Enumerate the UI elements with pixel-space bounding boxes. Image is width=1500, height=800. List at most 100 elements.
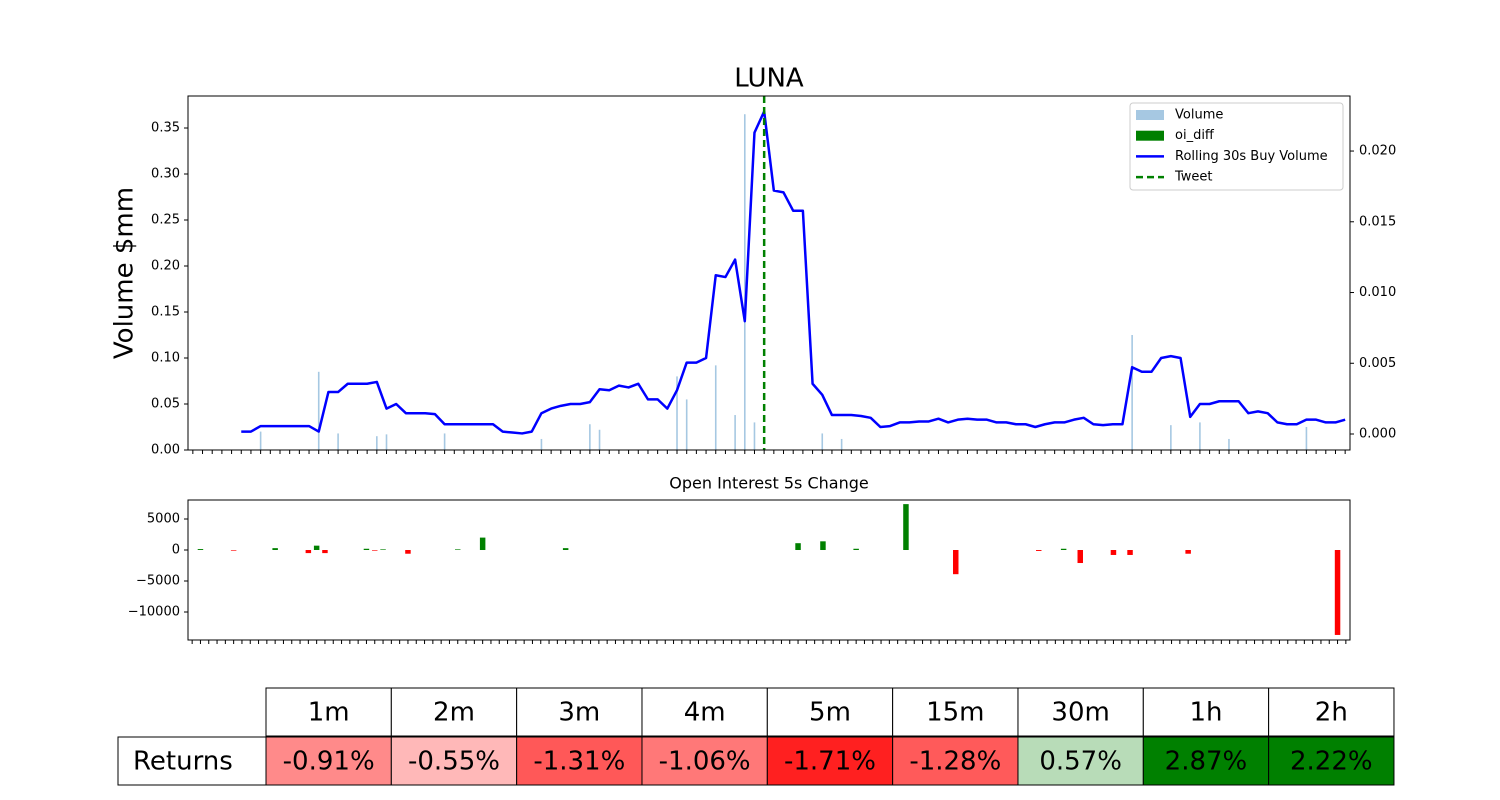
column-header: 1h <box>1189 698 1222 728</box>
bar <box>455 549 461 551</box>
chart-title: Open Interest 5s Change <box>669 474 868 493</box>
y2-tick-label: 0.005 <box>1359 356 1396 371</box>
bar <box>743 114 746 450</box>
header-cell <box>641 687 768 737</box>
bar <box>1110 550 1117 555</box>
bar <box>853 548 859 551</box>
bar <box>1077 550 1083 564</box>
value-label: -1.71% <box>784 747 876 777</box>
y-tick-label: 0.00 <box>151 443 180 458</box>
bar <box>1185 550 1191 554</box>
value-label: -1.28% <box>909 747 1001 777</box>
legend-box <box>1129 102 1344 191</box>
bar <box>230 550 237 551</box>
header-cell <box>265 687 392 737</box>
value-label: 0.57% <box>1039 747 1122 777</box>
value-cell <box>516 736 643 786</box>
y2-tick-label: 0.010 <box>1359 285 1396 300</box>
bar <box>589 424 591 450</box>
y-tick-label: −10000 <box>128 605 180 620</box>
value-label: -0.91% <box>283 747 375 777</box>
legend-label: Rolling 30s Buy Volume <box>1175 149 1328 164</box>
y-tick-label: 0.20 <box>151 259 180 274</box>
bar <box>272 548 278 551</box>
y-tick-label: −5000 <box>136 574 180 589</box>
plot-frame <box>187 499 1351 641</box>
value-cell <box>641 736 768 786</box>
value-label: -1.06% <box>659 747 751 777</box>
value-cell <box>265 736 392 786</box>
bar <box>903 504 909 551</box>
legend-swatch <box>1136 110 1164 120</box>
bar <box>259 431 262 450</box>
bar <box>376 436 378 450</box>
bar <box>953 550 959 575</box>
column-header: 3m <box>558 698 600 728</box>
bar <box>820 541 826 551</box>
value-cell <box>1142 736 1270 786</box>
bar <box>1131 335 1133 450</box>
column-header: 4m <box>684 698 726 728</box>
header-cell <box>390 687 518 737</box>
bar <box>385 434 388 450</box>
bar <box>313 545 320 551</box>
bar <box>676 376 678 450</box>
bar <box>1228 438 1230 450</box>
value-cell <box>892 736 1019 786</box>
bar <box>1036 550 1042 551</box>
plot-frame <box>187 95 1351 451</box>
header-cell <box>1142 687 1270 737</box>
bar <box>562 548 569 551</box>
bar <box>795 543 801 551</box>
y-tick-label: 0.10 <box>151 351 180 366</box>
column-header: 30m <box>1051 698 1109 728</box>
legend-label: oi_diff <box>1175 128 1215 143</box>
bar <box>1199 422 1201 450</box>
bar <box>337 433 339 450</box>
header-cell <box>1017 687 1144 737</box>
bar <box>317 371 320 450</box>
bar <box>305 550 312 554</box>
bar <box>714 365 717 450</box>
value-label: 2.22% <box>1290 747 1373 777</box>
y-tick-label: 0.05 <box>151 397 180 412</box>
bar <box>1127 550 1133 555</box>
row-label-cell <box>117 736 267 786</box>
row-label: Returns <box>133 747 233 777</box>
y-tick-label: 0 <box>172 543 180 558</box>
value-label: -1.31% <box>533 747 625 777</box>
y-tick-label: 5000 <box>147 512 180 527</box>
value-cell <box>1268 736 1395 786</box>
column-header: 15m <box>926 698 984 728</box>
column-header: 2m <box>433 698 475 728</box>
bar <box>405 550 411 554</box>
bar <box>1060 548 1067 551</box>
bar <box>685 399 688 450</box>
legend-label: Tweet <box>1174 170 1213 185</box>
y2-tick-label: 0.015 <box>1359 214 1396 229</box>
bar <box>734 415 736 450</box>
header-cell <box>1268 687 1395 737</box>
y2-tick-label: 0.020 <box>1359 144 1396 159</box>
bar <box>1305 427 1308 450</box>
bar <box>443 433 446 450</box>
y-tick-label: 0.25 <box>151 213 180 228</box>
column-header: 1m <box>308 698 350 728</box>
bar <box>1334 550 1341 635</box>
line <box>241 110 1346 435</box>
bar <box>479 537 486 551</box>
bar <box>821 433 824 450</box>
bar <box>840 438 843 450</box>
value-cell <box>1017 736 1144 786</box>
column-header: 2h <box>1315 698 1348 728</box>
bar <box>380 549 386 551</box>
legend-label: Volume <box>1175 108 1223 123</box>
bar <box>1170 425 1172 450</box>
value-label: 2.87% <box>1165 747 1248 777</box>
bar <box>598 429 601 450</box>
bar <box>540 438 543 450</box>
bar <box>753 422 756 450</box>
chart-title: LUNA <box>734 64 804 94</box>
y-tick-label: 0.15 <box>151 305 180 320</box>
